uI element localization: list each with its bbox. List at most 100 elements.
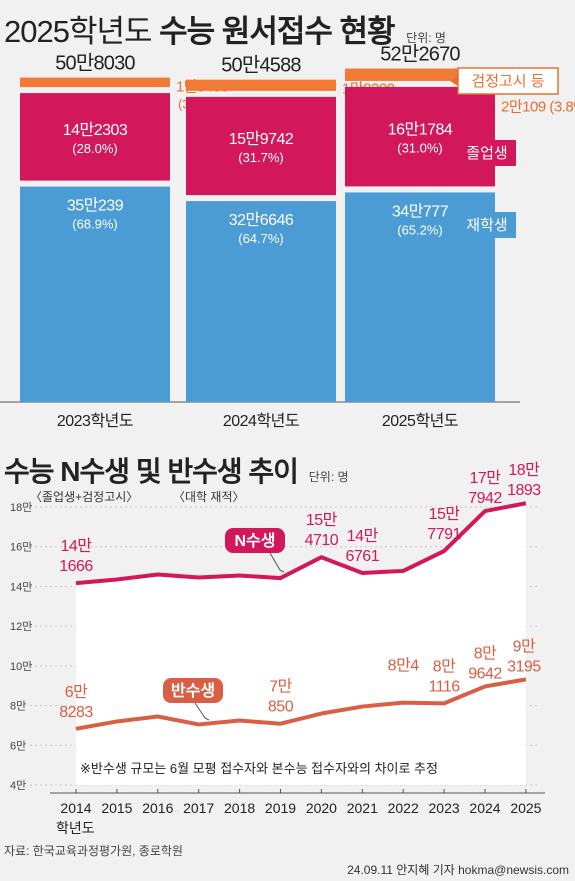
n-series-sublabel: 〈졸업생+검정고시〉	[30, 490, 139, 504]
legend-pointer	[450, 76, 458, 86]
x-axis-title: 학년도	[56, 820, 95, 836]
value-label-졸업생: 16만1784	[388, 121, 453, 139]
pct-label-졸업생: (28.0%)	[72, 141, 118, 156]
data-label-N수생: 15만	[429, 505, 461, 523]
data-label-N수생: 18만	[508, 461, 540, 479]
x-tick-label: 2019	[265, 800, 296, 816]
y-tick-label: 10만	[10, 660, 32, 673]
pct-label-재학생: (64.7%)	[238, 231, 284, 246]
bar-검정고시 등-2024학년도	[186, 79, 336, 91]
data-label-N수생: 6761	[346, 548, 380, 565]
data-label-반수생: 6만	[65, 683, 88, 701]
x-tick-label: 2023	[429, 800, 460, 816]
legend-label-졸업생: 졸업생	[466, 145, 507, 162]
x-tick-label: 2022	[388, 800, 419, 816]
bar-졸업생-2024학년도	[186, 96, 336, 196]
legend-box-재학생	[458, 212, 516, 238]
x-tick-label: 2015	[101, 800, 132, 816]
pct-label-재학생: (68.9%)	[72, 217, 118, 232]
stacked-bar-chart: 35만239(68.9%)14만2303(28.0%)50만80301만5488…	[0, 43, 575, 430]
x-tick-label: 2016	[142, 800, 173, 816]
value-label-재학생: 35만239	[67, 197, 124, 215]
series-tag-N수생	[225, 528, 285, 553]
legend-label-검정고시 등: 검정고시 등	[471, 73, 544, 90]
data-label-반수생: 8283	[59, 704, 93, 721]
data-label-N수생: 4710	[305, 532, 339, 549]
category-label: 2025학년도	[382, 412, 458, 430]
y-tick-label: 6만	[10, 739, 26, 752]
tag-leader-line	[269, 552, 285, 573]
value-label-검정고시: 2만109 (3.8%)	[501, 99, 575, 116]
data-label-반수생: 8만	[433, 657, 456, 675]
title-main: 수능 원서접수 현황	[159, 14, 395, 49]
total-label: 50만4588	[221, 54, 301, 77]
series-tag-label-반수생: 반수생	[171, 682, 215, 700]
value-label-졸업생: 15만9742	[229, 130, 294, 148]
area-fill	[76, 503, 526, 785]
value-label-재학생: 34만777	[392, 202, 449, 220]
data-label-N수생: 17만	[469, 469, 501, 487]
data-label-N수생: 7942	[468, 490, 502, 507]
title2-main: 수능 N수생 및 반수생 추이	[4, 456, 299, 487]
chart-note: ※반수생 규모는 6월 모평 접수자와 본수능 접수자와의 차이로 추정	[80, 761, 438, 776]
x-tick-label: 2024	[469, 800, 500, 816]
pct-label-졸업생: (31.7%)	[238, 150, 284, 165]
legend-label-재학생: 재학생	[466, 217, 507, 234]
tag-leader-line	[194, 702, 210, 721]
bar-재학생-2023학년도	[20, 186, 170, 402]
x-tick-label: 2018	[224, 800, 255, 816]
data-label-반수생: 1116	[428, 678, 460, 695]
y-tick-label: 14만	[10, 580, 32, 593]
x-tick-label: 2020	[306, 800, 337, 816]
series-line-N수생	[75, 501, 527, 586]
data-label-N수생: 14만	[347, 527, 379, 545]
category-label: 2023학년도	[57, 412, 133, 430]
bar-재학생-2024학년도	[186, 201, 336, 402]
data-label-N수생: 1893	[507, 482, 541, 499]
bar-졸업생-2025학년도	[345, 86, 495, 187]
legend-pointer	[450, 148, 458, 158]
chart-title-1: 2025학년도 수능 원서접수 현황 단위: 명	[4, 6, 446, 51]
legend-box-검정고시 등	[457, 67, 559, 95]
data-label-N수생: 15만	[306, 511, 338, 529]
y-tick-label: 8만	[10, 700, 26, 713]
data-label-N수생: 14만	[60, 537, 92, 555]
data-label-반수생: 7만	[269, 678, 292, 696]
data-label-반수생: 9만	[513, 637, 536, 655]
bar-졸업생-2023학년도	[20, 93, 170, 181]
series-tag-반수생	[163, 678, 223, 703]
x-tick-label: 2014	[60, 800, 91, 816]
x-tick-label: 2017	[183, 800, 214, 816]
x-tick-label: 2025	[510, 800, 541, 816]
data-label-반수생: 9642	[468, 665, 502, 682]
series-line-반수생	[75, 677, 527, 731]
series-tag-label-N수생: N수생	[235, 532, 276, 550]
x-tick-label: 2021	[347, 800, 378, 816]
source-text: 자료: 한국교육과정평가원, 종로학원	[4, 844, 183, 858]
unit-label-1: 단위: 명	[406, 31, 446, 45]
total-label: 52만2670	[380, 43, 460, 66]
unit-label-2: 단위: 명	[308, 470, 349, 484]
value-label-졸업생: 14만2303	[63, 121, 128, 139]
data-label-반수생: 8만	[474, 644, 497, 662]
half-series-sublabel: 〈대학 재적〉	[173, 490, 245, 504]
data-label-N수생: 1666	[59, 558, 93, 575]
value-label-재학생: 32만6646	[229, 211, 294, 229]
pct-label-재학생: (65.2%)	[397, 222, 443, 237]
credit-text: 24.09.11 안지혜 기자 hokma@newsis.com	[347, 863, 569, 877]
bar-검정고시 등-2023학년도	[20, 77, 170, 88]
legend-box-졸업생	[458, 140, 516, 166]
data-label-반수생: 3195	[507, 658, 541, 675]
legend-pointer	[450, 220, 458, 230]
total-label: 50만8030	[55, 52, 135, 75]
y-tick-label: 4만	[10, 779, 26, 792]
title-year: 2025학년도	[4, 14, 153, 49]
y-tick-label: 12만	[10, 620, 32, 633]
chart-title-2: 수능 N수생 및 반수생 추이 단위: 명	[4, 450, 349, 490]
data-label-반수생: 850	[268, 699, 294, 716]
y-tick-label: 16만	[10, 541, 32, 554]
pct-label-졸업생: (31.0%)	[397, 141, 443, 156]
data-label-N수생: 7791	[427, 526, 461, 543]
category-label: 2024학년도	[223, 412, 299, 430]
y-tick-label: 18만	[10, 501, 32, 514]
